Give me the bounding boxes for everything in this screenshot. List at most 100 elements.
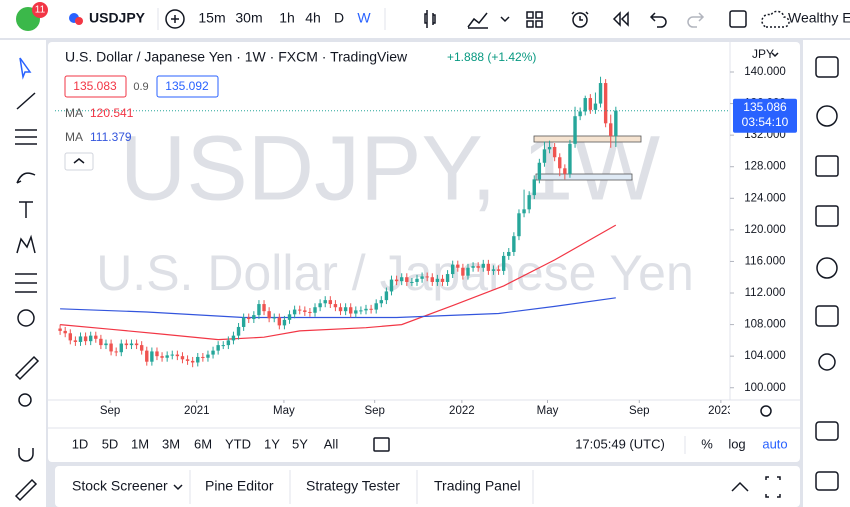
range-button[interactable]: 6M	[194, 436, 212, 451]
panel-tab[interactable]: Strategy Tester	[306, 478, 400, 494]
range-button[interactable]: 1Y	[264, 436, 280, 451]
symbol[interactable]: USDJPY	[89, 10, 146, 26]
trend-line-tool[interactable]	[16, 92, 36, 110]
currency[interactable]: JPY	[752, 47, 774, 61]
range-button[interactable]: 5D	[102, 436, 119, 451]
range-button[interactable]: All	[324, 436, 339, 451]
panel-tab[interactable]: Trading Panel	[434, 478, 521, 494]
candle-body	[338, 307, 343, 312]
badge-count: 11	[35, 5, 46, 16]
lock-tool[interactable]	[14, 478, 38, 502]
moving-average	[60, 297, 616, 319]
news-button[interactable]	[815, 155, 839, 177]
candle-body	[277, 317, 282, 326]
candle-body	[150, 351, 154, 362]
maximize-panel[interactable]	[731, 481, 749, 492]
last-price: 135.086	[743, 100, 787, 114]
interval-button[interactable]: 1h	[279, 10, 295, 26]
chat-button[interactable]	[815, 421, 839, 441]
range-button[interactable]: 3M	[162, 436, 180, 451]
y-tick-label: 100.000	[744, 382, 786, 394]
watchlist-button[interactable]	[815, 56, 839, 78]
x-tick-label: 2021	[184, 405, 210, 417]
resistance-zone[interactable]	[533, 135, 642, 143]
data-window-button[interactable]	[815, 205, 839, 227]
bid-price[interactable]: 135.083	[73, 79, 117, 93]
candle-body	[415, 278, 419, 282]
candle-body	[73, 340, 78, 342]
collapse-icon	[73, 158, 85, 164]
range-button[interactable]: YTD	[225, 436, 251, 451]
indicators-button[interactable]	[467, 12, 488, 29]
ideas-button[interactable]	[818, 353, 836, 371]
screener-dropdown[interactable]	[173, 484, 183, 491]
candle-body	[614, 110, 618, 136]
cloud-icon	[761, 10, 790, 28]
fullscreen-panel[interactable]	[765, 476, 781, 498]
candle-body	[185, 359, 190, 361]
panel-tab[interactable]: Pine Editor	[205, 478, 274, 494]
interval-button[interactable]: 30m	[235, 10, 262, 26]
alerts-button[interactable]	[816, 105, 838, 127]
alert-button[interactable]	[572, 12, 588, 28]
brush-tool[interactable]	[16, 172, 36, 184]
redo-button[interactable]	[687, 12, 705, 28]
candle-body	[609, 123, 613, 136]
candle-body	[104, 343, 108, 346]
interval-button[interactable]: 4h	[305, 10, 321, 26]
ask-price[interactable]: 135.092	[165, 79, 209, 93]
range-button[interactable]: 5Y	[292, 436, 308, 451]
candle-body	[512, 236, 516, 252]
candle-body	[318, 303, 322, 308]
icon-tool[interactable]	[17, 309, 35, 327]
zoom-tool[interactable]	[18, 393, 32, 407]
measure-tool[interactable]	[14, 355, 40, 381]
candle-body	[272, 317, 276, 319]
candle-body	[165, 355, 169, 358]
undo-button[interactable]	[649, 12, 667, 28]
log-toggle[interactable]: log	[728, 436, 745, 451]
hotlists-button[interactable]	[816, 257, 838, 279]
interval-button[interactable]: D	[334, 10, 344, 26]
calendar-button[interactable]	[815, 305, 839, 327]
collapse-legend[interactable]	[64, 152, 94, 171]
candle-body	[267, 311, 271, 319]
dropdown[interactable]	[500, 16, 510, 23]
candle-body	[547, 146, 552, 150]
magnet-tool[interactable]	[18, 448, 34, 462]
range-button[interactable]: 1M	[131, 436, 149, 451]
settings-button[interactable]	[760, 405, 772, 417]
messages-button[interactable]	[815, 471, 839, 491]
goto-date-button[interactable]	[373, 437, 390, 452]
candle-body	[124, 343, 129, 346]
auto-toggle[interactable]: auto	[762, 436, 787, 451]
interval-button[interactable]: 15m	[198, 10, 225, 26]
y-tick-label: 116.000	[745, 255, 786, 267]
pattern-tool[interactable]	[16, 234, 36, 254]
chart-type-button[interactable]	[424, 10, 436, 28]
candle-body	[201, 356, 205, 358]
fib-tool[interactable]	[15, 129, 37, 145]
panel-tab[interactable]: Stock Screener	[72, 478, 168, 494]
support-zone[interactable]	[535, 173, 633, 181]
candle-body	[466, 267, 470, 276]
sell-box[interactable]	[64, 75, 127, 98]
interval-button[interactable]: W	[357, 10, 371, 26]
candle-body	[501, 255, 506, 271]
candle-body	[578, 111, 582, 117]
currency-dropdown[interactable]	[771, 52, 779, 58]
buy-box[interactable]	[156, 75, 219, 98]
candle-body	[226, 340, 231, 346]
account-name[interactable]: Wealthy E	[788, 10, 850, 26]
percent-toggle[interactable]: %	[701, 436, 713, 451]
text-tool[interactable]	[19, 201, 33, 218]
replay-button[interactable]	[612, 11, 629, 27]
fullscreen-button[interactable]	[729, 10, 747, 28]
compare-button[interactable]	[165, 9, 185, 29]
prediction-tool[interactable]	[15, 273, 37, 293]
candle-body	[83, 336, 88, 342]
layout-button[interactable]	[526, 11, 543, 28]
range-button[interactable]: 1D	[72, 436, 89, 451]
cursor-tool[interactable]	[19, 57, 32, 80]
alert-icon	[571, 11, 589, 21]
